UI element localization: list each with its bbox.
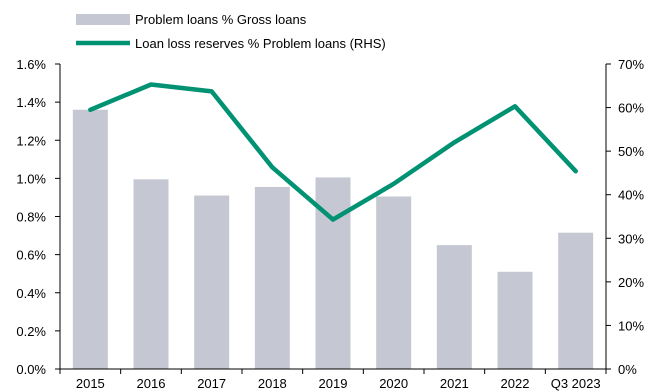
x-tick-label: 2017 bbox=[197, 376, 226, 391]
x-tick-label: 2021 bbox=[440, 376, 469, 391]
bar-2021 bbox=[436, 245, 472, 369]
right-tick-label: 60% bbox=[618, 101, 644, 116]
bar-q3-2023 bbox=[558, 232, 594, 369]
right-tick-label: 0% bbox=[618, 362, 637, 377]
left-tick-label: 0.0% bbox=[16, 362, 46, 377]
legend: Problem loans % Gross loans Loan loss re… bbox=[76, 12, 386, 51]
legend-label-line: Loan loss reserves % Problem loans (RHS) bbox=[135, 36, 386, 51]
x-tick-label: 2022 bbox=[501, 376, 530, 391]
legend-swatch-bar bbox=[76, 14, 130, 25]
right-y-axis: 0% 10% 20% 30% 40% 50% 60% 70% bbox=[605, 57, 644, 377]
x-tick-label: 2019 bbox=[319, 376, 348, 391]
left-tick-label: 1.0% bbox=[16, 171, 46, 186]
bar-2020 bbox=[376, 196, 412, 369]
right-tick-label: 10% bbox=[618, 318, 644, 333]
line-series-layer bbox=[88, 82, 578, 222]
x-tick-label: 2018 bbox=[258, 376, 287, 391]
right-tick-label: 30% bbox=[618, 231, 644, 246]
left-tick-label: 0.4% bbox=[16, 286, 46, 301]
bar-2018 bbox=[254, 186, 290, 369]
x-tick-label: Q3 2023 bbox=[551, 376, 601, 391]
right-tick-label: 50% bbox=[618, 144, 644, 159]
x-axis: 2015 2016 2017 2018 2019 2020 2021 2022 Q3 2023 bbox=[59, 368, 607, 391]
left-tick-label: 1.4% bbox=[16, 95, 46, 110]
left-tick-label: 1.2% bbox=[16, 133, 46, 148]
bar-2022 bbox=[497, 271, 533, 369]
bar-series bbox=[72, 109, 594, 369]
bar-2016 bbox=[133, 179, 169, 369]
left-tick-label: 0.2% bbox=[16, 324, 46, 339]
left-tick-label: 1.6% bbox=[16, 57, 46, 72]
legend-label-bar: Problem loans % Gross loans bbox=[135, 12, 307, 27]
x-tick-label: 2016 bbox=[137, 376, 166, 391]
right-tick-label: 70% bbox=[618, 57, 644, 72]
right-tick-label: 20% bbox=[618, 275, 644, 290]
x-tick-label: 2015 bbox=[76, 376, 105, 391]
x-tick-label: 2020 bbox=[379, 376, 408, 391]
left-tick-label: 0.8% bbox=[16, 210, 46, 225]
left-y-axis: 0.0% 0.2% 0.4% 0.6% 0.8% 1.0% 1.2% 1.4% 1.6% bbox=[16, 57, 61, 377]
right-tick-label: 40% bbox=[618, 188, 644, 203]
left-tick-label: 0.6% bbox=[16, 248, 46, 263]
bar-2015 bbox=[72, 109, 108, 369]
bar-2017 bbox=[194, 195, 230, 369]
